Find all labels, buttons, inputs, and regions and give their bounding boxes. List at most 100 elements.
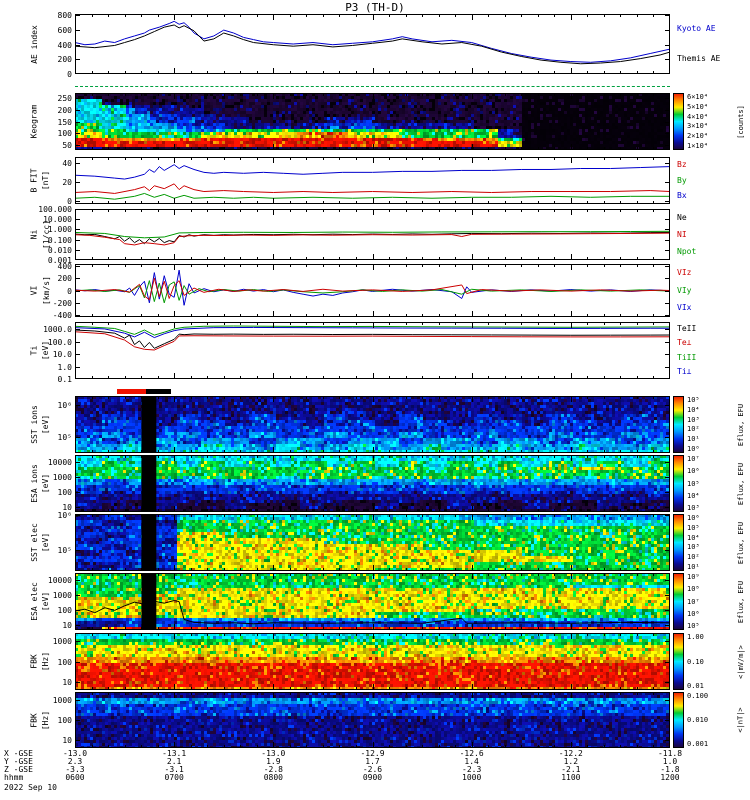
spectrogram-canvas-sst-electrons	[75, 514, 670, 571]
axis-row-label-YGSE: Y -GSE	[4, 757, 33, 766]
y-tick-label: 10⁵	[57, 546, 72, 556]
panel-keogram: Keogram 250 200 150 100 50 6×10⁴ 5×10⁴ 4×10⁴ 3×10…	[0, 93, 750, 150]
colorbar-tick-label: 10⁵	[687, 479, 700, 488]
colorbar-tick-label: 0.100	[687, 692, 709, 700]
panel-fbk-e: FBK [Hz] 1000 100 10 1.00 0.10 0.01 <|mV/m|>	[0, 633, 750, 690]
colorbar-unit-text: Eflux, EFU	[737, 462, 745, 505]
y-tick-label: 150	[57, 117, 72, 127]
y-tick-label: 1.000	[47, 225, 72, 235]
colorbar-tick-label: 10⁰	[687, 445, 700, 453]
axis-row-label-XGSE: X -GSE	[4, 749, 33, 758]
colorbar-tick-label: 10⁹	[687, 573, 700, 581]
colorbar-tick-label: 10⁶	[687, 514, 700, 522]
panel-sst-ions: SST ions [eV] 10⁶ 10⁵ 10⁵ 10⁴ 10³ 10² 10¹ 10⁰ Eflu…	[0, 396, 750, 453]
y-tick-label: 100	[57, 716, 72, 725]
axis-value: 1100	[561, 773, 581, 782]
y-tick-label: 1000	[52, 637, 72, 647]
colorbar-tick-label: 10⁶	[687, 609, 700, 618]
colorbar-tick-label: 0.10	[687, 657, 704, 666]
series-label-ThemisAE: Themis AE	[677, 54, 721, 63]
colorbar-tick-label: 10⁷	[687, 597, 700, 606]
colorbar-sst-electrons	[673, 514, 684, 571]
colorbar-tick-label: 10⁴	[687, 491, 700, 500]
colorbar-tick-label: 10⁵	[687, 622, 700, 630]
axis-value: -2.3	[462, 765, 482, 774]
axis-value: -11.8	[657, 749, 683, 758]
y-tick-label: -400	[52, 311, 72, 321]
colorbar-tick-label: 1.00	[687, 633, 704, 641]
colorbar-tick-label: 1×10⁴	[687, 142, 709, 150]
colorbar-esa-electrons	[673, 573, 684, 630]
y-tick-label: 200	[57, 274, 72, 284]
y-axis-title-text: SST elec	[29, 523, 39, 562]
colorbar-unit-text: Eflux, EFU	[737, 580, 745, 623]
line-plot-canvas-velocity	[75, 264, 670, 317]
series-label-Bx: Bx	[677, 191, 687, 201]
line-plot-canvas-b-field	[75, 157, 670, 204]
series-label-TiII: TiII	[677, 352, 697, 362]
series-label-Npot: Npot	[677, 246, 697, 256]
colorbar-unit-label: <|nT|>	[735, 692, 747, 748]
y-tick-label: 1000	[52, 695, 72, 705]
colorbar-tick-label: 10⁶	[687, 467, 700, 476]
spectrogram-canvas-keogram	[75, 93, 670, 150]
series-label-VIz: VIz	[677, 267, 692, 277]
y-tick-label: 100.0	[47, 337, 72, 347]
colorbar-tick-label: 6×10⁴	[687, 93, 709, 101]
axis-value: 0600	[65, 773, 85, 782]
spectrogram-canvas-fbk-e	[75, 633, 670, 690]
y-tick-label: 10	[62, 503, 72, 513]
panel-esa-electrons: ESA elec [eV] 10000 1000 100 10 10⁹ 10⁸ 10⁷ 10⁶ 10…	[0, 573, 750, 630]
axis-value: 2.3	[67, 757, 83, 766]
colorbar-tick-label: 2×10⁴	[687, 132, 709, 141]
colorbar-tick-label: 0.010	[687, 716, 709, 724]
separator-dashed-line	[75, 86, 670, 87]
colorbar-tick-label: 10³	[687, 543, 700, 552]
y-tick-label: 10.0	[52, 350, 72, 360]
axis-value: -1.8	[660, 765, 680, 774]
line-plot-canvas-density	[75, 209, 670, 260]
y-tick-label: 100.000	[38, 205, 72, 214]
axis-value: -3.1	[164, 765, 184, 774]
colorbar-unit-label: Eflux, EFU	[735, 573, 747, 630]
colorbar-fbk-b	[673, 692, 684, 748]
panel-sst-electrons: SST elec [eV] 10⁶ 10⁵ 10⁶ 10⁵ 10⁴ 10³ 10² 10¹ Eflu…	[0, 511, 750, 571]
y-tick-label: 100	[57, 488, 72, 498]
axis-value: 1.0	[662, 757, 678, 766]
y-tick-label: 10	[62, 621, 72, 631]
colorbar-tick-label: 10⁷	[687, 455, 700, 463]
colorbar-tick-label: 10¹	[687, 563, 700, 571]
y-tick-label: 10⁵	[57, 432, 72, 442]
axis-value: -2.8	[263, 765, 283, 774]
y-tick-label: 40	[62, 158, 72, 168]
colorbar-tick-label: 10⁵	[687, 523, 700, 532]
y-tick-label: 0.010	[47, 245, 72, 255]
panel-b-field: B FIT [nT] 40 20 0 Bz By Bx	[0, 157, 750, 206]
colorbar-sst-ions	[673, 396, 684, 453]
series-label-KyotoAE: Kyoto AE	[677, 24, 716, 33]
y-axis-title-text: [eV]	[41, 414, 51, 435]
series-label-VIy: VIy	[677, 285, 692, 295]
axis-value: -2.6	[362, 765, 383, 774]
colorbar-unit-label: <|mV/m|>	[735, 633, 747, 690]
series-label-TeII: TeII	[677, 324, 697, 334]
line-plot-canvas-ae-index	[75, 14, 670, 74]
colorbar-unit-text: Eflux, EFU	[737, 521, 745, 564]
colorbar-tick-label: 10³	[687, 415, 700, 424]
survey-bar-segment-1	[146, 389, 172, 394]
colorbar-tick-label: 10¹	[687, 435, 700, 444]
axis-value: -12.6	[459, 749, 484, 758]
y-axis-title: [eV]	[40, 514, 52, 571]
series-label-VIx: VIx	[677, 303, 692, 313]
spectrogram-canvas-sst-ions	[75, 396, 670, 453]
y-tick-label: 10	[62, 736, 72, 746]
spectrogram-canvas-esa-electrons	[75, 573, 670, 630]
series-label-Bz: Bz	[677, 159, 687, 169]
colorbar-tick-label: 3×10⁴	[687, 122, 709, 131]
axis-value: 1.7	[365, 757, 380, 766]
y-axis-title: SST elec	[28, 514, 40, 571]
y-tick-label: 10.000	[43, 215, 72, 225]
y-tick-label: 10⁶	[57, 511, 72, 521]
axis-value: -13.0	[62, 749, 88, 758]
colorbar-tick-label: 0.001	[687, 740, 709, 748]
